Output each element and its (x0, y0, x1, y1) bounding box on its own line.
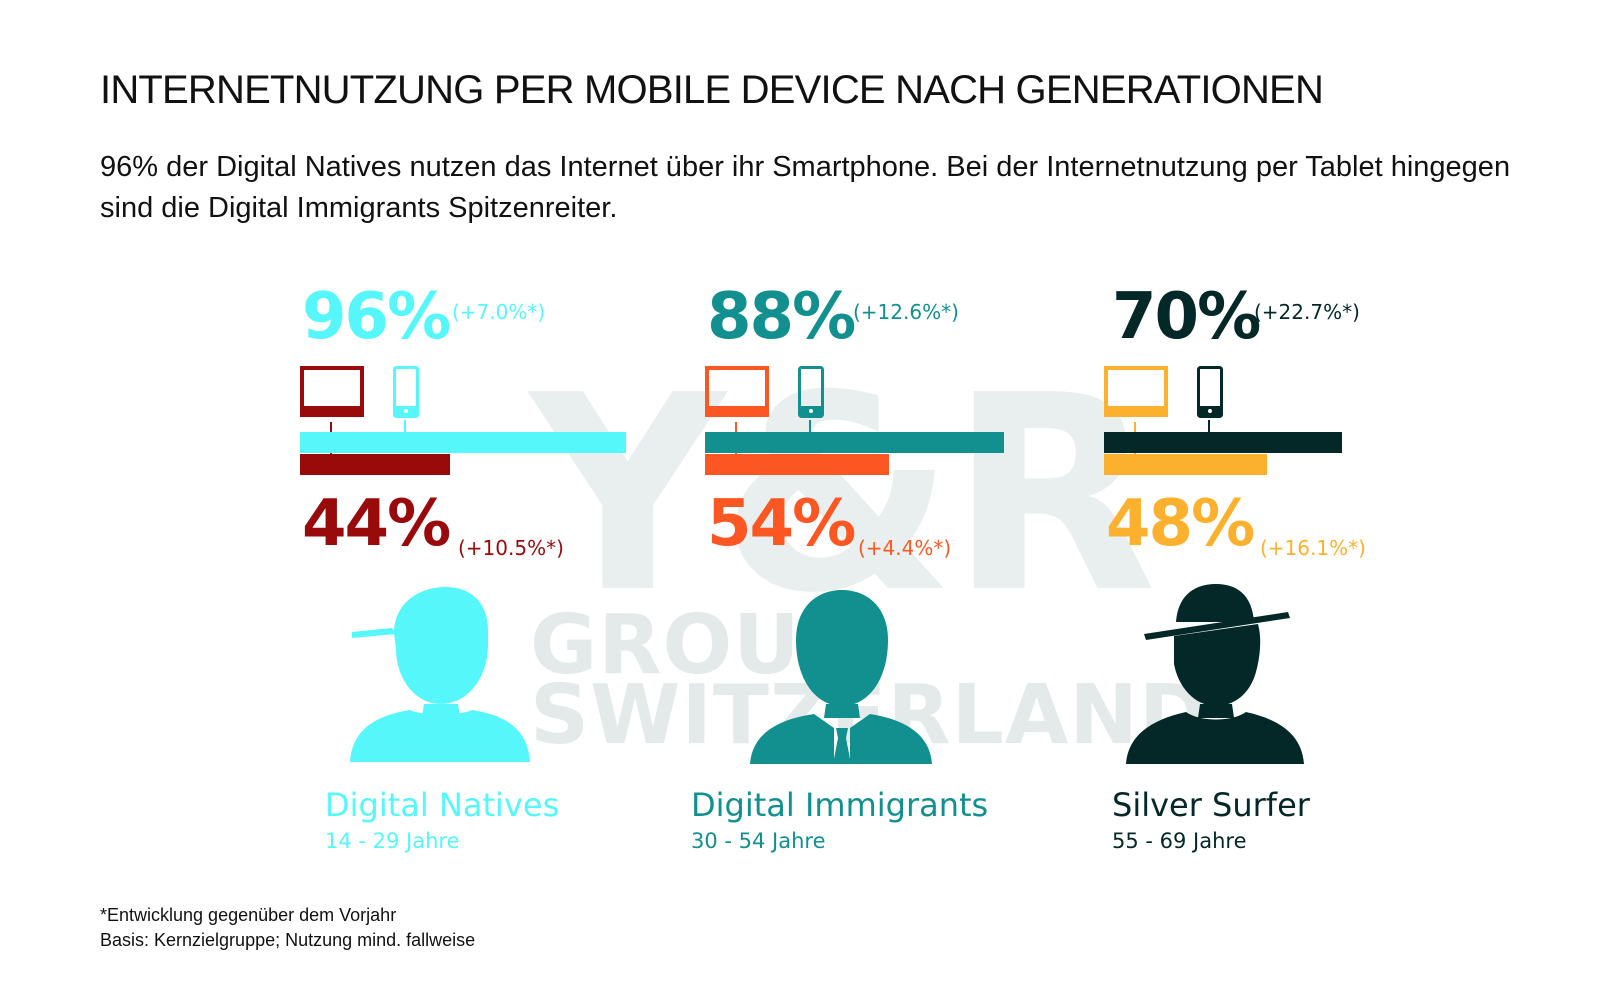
tablet-percent: 44% (302, 487, 451, 561)
smartphone-change: (+12.6%*) (853, 300, 959, 324)
group-silver-surfer: 70% (+22.7%*) 48% (+16.1%*) Silver Surfe… (1104, 0, 1504, 985)
smartphone-connector (1208, 420, 1210, 432)
smartphone-bar (1104, 432, 1342, 453)
tablet-percent: 54% (707, 487, 856, 561)
tablet-bar (705, 454, 889, 475)
person-suit-icon (750, 590, 932, 764)
smartphone-bar (705, 432, 1004, 453)
tablet-bar (1104, 454, 1267, 475)
tablet-bar (300, 454, 450, 475)
smartphone-icon (393, 366, 419, 418)
group-digital-natives: 96% (+7.0%*) 44% (+10.5%*) Digital Nativ… (300, 0, 700, 985)
generation-name: Silver Surfer (1112, 786, 1310, 824)
tablet-icon (705, 366, 769, 417)
chart-title: INTERNETNUTZUNG PER MOBILE DEVICE NACH G… (100, 68, 1324, 112)
smartphone-bar (300, 432, 626, 453)
smartphone-percent: 96% (302, 280, 451, 354)
footnote-change: *Entwicklung gegenüber dem Vorjahr (100, 905, 397, 925)
tablet-percent: 48% (1106, 487, 1255, 561)
chart-subtitle: 96% der Digital Natives nutzen das Inter… (100, 151, 1511, 224)
footnote-basis: Basis: Kernzielgruppe; Nutzung mind. fal… (100, 930, 476, 950)
generation-age: 30 - 54 Jahre (691, 829, 826, 853)
smartphone-percent: 70% (1112, 280, 1261, 354)
tablet-change: (+16.1%*) (1260, 536, 1366, 560)
group-digital-immigrants: 88% (+12.6%*) 54% (+4.4%*) Digital Immig… (691, 0, 1105, 985)
tablet-change: (+4.4%*) (858, 536, 952, 560)
tablet-icon (300, 366, 364, 417)
smartphone-change: (+7.0%*) (452, 300, 546, 324)
smartphone-percent: 88% (707, 280, 856, 354)
smartphone-connector (404, 420, 406, 432)
person-hat-icon (1126, 584, 1304, 764)
smartphone-icon (1197, 366, 1223, 418)
tablet-icon (1104, 366, 1168, 417)
generation-name: Digital Natives (325, 786, 560, 824)
generation-age: 55 - 69 Jahre (1112, 829, 1247, 853)
person-cap-icon (350, 587, 530, 762)
generation-age: 14 - 29 Jahre (325, 829, 460, 853)
tablet-change: (+10.5%*) (458, 536, 564, 560)
generation-name: Digital Immigrants (691, 786, 989, 824)
smartphone-icon (798, 366, 824, 418)
smartphone-connector (809, 420, 811, 432)
smartphone-change: (+22.7%*) (1254, 300, 1360, 324)
